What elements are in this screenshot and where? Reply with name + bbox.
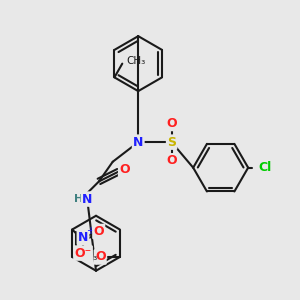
Text: O: O	[166, 117, 177, 130]
Text: Cl: Cl	[258, 161, 271, 174]
Text: O: O	[95, 250, 106, 263]
Text: H: H	[74, 194, 83, 204]
Text: N: N	[82, 193, 92, 206]
Text: O: O	[166, 154, 177, 167]
Text: CH₃: CH₃	[126, 56, 146, 66]
Text: N: N	[78, 231, 88, 244]
Text: +: +	[86, 226, 94, 236]
Text: O⁻: O⁻	[74, 247, 92, 260]
Text: O: O	[119, 163, 130, 176]
Text: CH₃: CH₃	[79, 252, 98, 262]
Text: S: S	[167, 136, 176, 148]
Text: O: O	[93, 225, 104, 238]
Text: N: N	[133, 136, 143, 148]
